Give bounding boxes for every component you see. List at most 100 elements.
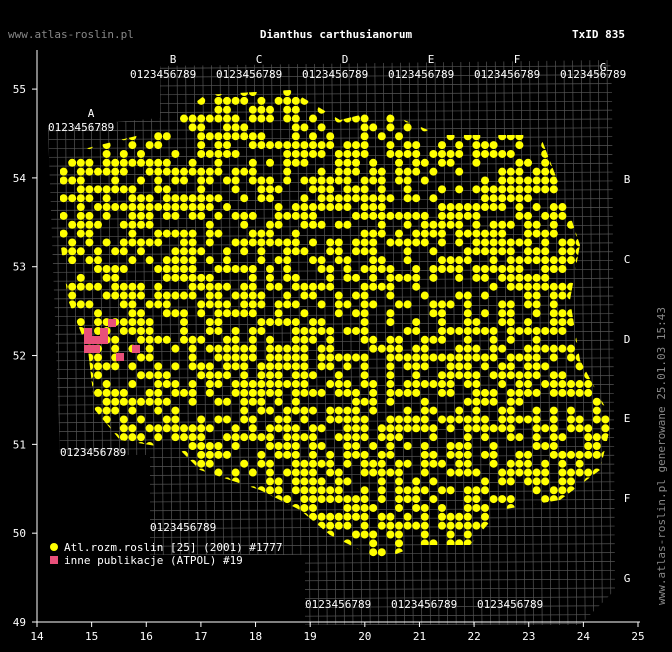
occurrence-dot xyxy=(291,486,300,495)
occurrence-dot xyxy=(575,96,584,105)
grid-digits: 0123456789 xyxy=(216,68,282,81)
occurrence-dot xyxy=(248,326,257,335)
occurrence-dot xyxy=(257,291,266,300)
occurrence-dot xyxy=(94,353,102,362)
occurrence-dot xyxy=(360,185,369,194)
occurrence-dot xyxy=(317,495,326,504)
occurrence-dot xyxy=(541,326,550,335)
occurrence-dot xyxy=(455,406,464,415)
occurrence-dot xyxy=(472,141,481,150)
occurrence-dot xyxy=(403,300,412,309)
occurrence-dot xyxy=(601,512,610,521)
occurrence-dot xyxy=(446,132,455,141)
occurrence-dot xyxy=(549,486,558,495)
occurrence-dot xyxy=(326,362,335,371)
occurrence-dot xyxy=(438,459,446,468)
occurrence-dot xyxy=(498,468,507,477)
occurrence-dot xyxy=(85,238,94,247)
occurrence-dot xyxy=(317,220,326,229)
occurrence-dot xyxy=(68,486,77,495)
occurrence-dot xyxy=(205,194,214,203)
occurrence-dot xyxy=(85,256,94,265)
occurrence-dot xyxy=(317,141,326,150)
occurrence-dot xyxy=(532,442,541,450)
occurrence-dot xyxy=(248,105,257,114)
occurrence-dot xyxy=(377,185,386,194)
grid-line xyxy=(48,233,615,238)
occurrence-dot xyxy=(584,353,593,362)
publication-square xyxy=(84,328,92,336)
occurrence-dot xyxy=(240,282,249,291)
occurrence-dot xyxy=(584,477,593,486)
occurrence-dot xyxy=(145,256,154,265)
occurrence-dot xyxy=(231,176,240,185)
occurrence-dot xyxy=(429,539,438,548)
occurrence-dot xyxy=(549,424,558,433)
occurrence-dot xyxy=(76,229,85,238)
occurrence-dot xyxy=(119,96,128,105)
occurrence-dot xyxy=(532,185,541,194)
occurrence-dot xyxy=(214,397,223,406)
occurrence-dot xyxy=(248,300,257,309)
occurrence-dot xyxy=(205,256,214,265)
occurrence-dot xyxy=(352,424,360,433)
occurrence-dot xyxy=(455,512,464,521)
occurrence-dot xyxy=(248,229,257,238)
footer: www.atlas-roslin.pl generowane 25.01.03 … xyxy=(655,307,668,605)
occurrence-dot xyxy=(360,194,369,203)
occurrence-dot xyxy=(68,194,77,203)
occurrence-dot xyxy=(248,158,257,167)
occurrence-dot xyxy=(257,300,266,309)
occurrence-dot xyxy=(524,282,532,291)
occurrence-dot xyxy=(76,433,85,442)
occurrence-dot xyxy=(76,344,85,353)
occurrence-dot xyxy=(369,203,378,212)
occurrence-dot xyxy=(128,211,137,220)
occurrence-dot xyxy=(68,362,77,371)
occurrence-dot xyxy=(438,318,446,327)
occurrence-dot xyxy=(128,282,137,291)
occurrence-dot xyxy=(128,238,137,247)
occurrence-dot xyxy=(51,433,59,441)
occurrence-dot xyxy=(584,149,593,158)
occurrence-dot xyxy=(446,521,455,530)
occurrence-dot xyxy=(145,371,154,380)
occurrence-dot xyxy=(188,344,197,353)
occurrence-dot xyxy=(438,114,446,123)
occurrence-dot xyxy=(369,194,378,203)
occurrence-dot xyxy=(111,521,120,530)
occurrence-dot xyxy=(438,220,446,229)
occurrence-dot xyxy=(395,344,403,353)
occurrence-dot xyxy=(420,362,429,371)
occurrence-dot xyxy=(558,468,567,477)
occurrence-dot xyxy=(506,309,515,318)
occurrence-dot xyxy=(240,353,249,362)
occurrence-dot xyxy=(438,300,446,309)
occurrence-dot xyxy=(463,371,472,380)
occurrence-dot xyxy=(455,90,464,96)
occurrence-dot xyxy=(575,105,584,114)
occurrence-dot xyxy=(386,273,395,282)
occurrence-dot xyxy=(489,335,498,344)
occurrence-dot xyxy=(223,123,231,132)
occurrence-dot xyxy=(85,503,94,512)
occurrence-dot xyxy=(154,380,163,389)
occurrence-dot xyxy=(231,335,240,344)
occurrence-dot xyxy=(343,185,352,194)
occurrence-dot xyxy=(334,291,343,300)
occurrence-dot xyxy=(369,273,378,282)
occurrence-dot xyxy=(601,380,610,389)
occurrence-dot xyxy=(197,211,206,220)
occurrence-dot xyxy=(558,512,567,521)
occurrence-dot xyxy=(291,380,300,389)
occurrence-dot xyxy=(326,247,335,256)
occurrence-dot xyxy=(506,238,515,247)
occurrence-dot xyxy=(76,406,85,415)
occurrence-dot xyxy=(549,114,558,123)
occurrence-dot xyxy=(377,132,386,141)
occurrence-dot xyxy=(541,149,550,158)
occurrence-dot xyxy=(412,318,421,327)
occurrence-dot xyxy=(197,149,206,158)
occurrence-dot xyxy=(240,194,249,203)
occurrence-dot xyxy=(266,468,274,477)
